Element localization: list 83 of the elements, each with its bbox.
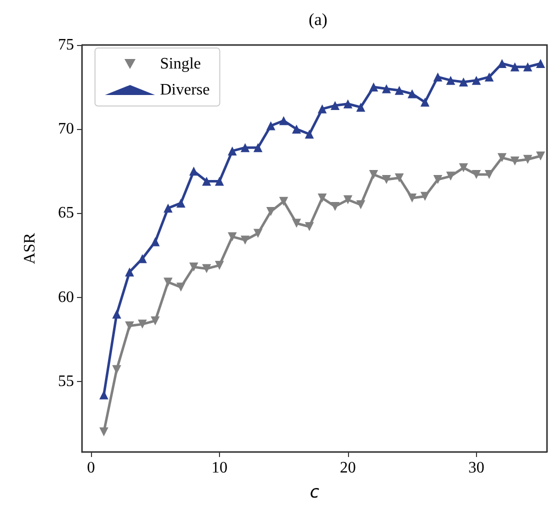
- point: [266, 207, 276, 216]
- point: [176, 282, 186, 292]
- point: [330, 202, 340, 211]
- point: [446, 172, 456, 181]
- point: [498, 153, 507, 162]
- point: [279, 196, 288, 206]
- point: [164, 204, 173, 213]
- x-tick-label: 0: [86, 460, 95, 476]
- point: [459, 78, 468, 86]
- point: [343, 99, 352, 108]
- point: [420, 98, 430, 107]
- point: [240, 236, 250, 245]
- point: [318, 194, 327, 203]
- point: [408, 89, 417, 98]
- point: [343, 195, 352, 204]
- y-tick-label: 55: [58, 372, 74, 390]
- point: [112, 365, 122, 374]
- y-tick-label: 70: [58, 120, 74, 138]
- point: [472, 170, 481, 179]
- point: [420, 192, 430, 201]
- point: [356, 200, 366, 210]
- point: [472, 76, 481, 85]
- point: [279, 116, 288, 126]
- point: [150, 237, 160, 246]
- point: [228, 232, 237, 242]
- point: [510, 62, 520, 72]
- point: [318, 104, 327, 114]
- point: [304, 130, 314, 139]
- point: [369, 82, 378, 92]
- point: [189, 262, 198, 272]
- point: [266, 121, 276, 130]
- point: [202, 176, 212, 186]
- point: [202, 264, 212, 274]
- point: [523, 62, 532, 72]
- x-tick-label: 20: [340, 460, 356, 476]
- point: [523, 154, 532, 164]
- point: [369, 170, 378, 179]
- point: [138, 320, 147, 329]
- point: [176, 198, 186, 208]
- legend-label: Single: [160, 56, 201, 72]
- point: [382, 84, 391, 94]
- point: [304, 222, 314, 232]
- point: [330, 101, 340, 110]
- point: [253, 228, 262, 238]
- legend-label: Diverse: [160, 82, 210, 98]
- point: [408, 194, 417, 203]
- point: [125, 268, 134, 277]
- y-axis-title: ASR: [22, 232, 38, 264]
- x-tick-label: 10: [211, 460, 228, 476]
- point: [125, 321, 134, 330]
- x-tick-label: 30: [468, 460, 484, 476]
- chart-title: (a): [308, 10, 328, 29]
- point: [214, 176, 224, 186]
- point: [253, 143, 262, 152]
- point: [510, 156, 520, 166]
- point: [214, 260, 224, 270]
- y-tick-label: 75: [58, 36, 74, 54]
- point: [433, 175, 442, 184]
- point: [112, 310, 122, 319]
- point: [240, 143, 250, 152]
- point: [150, 316, 160, 326]
- point: [189, 166, 198, 176]
- point: [536, 59, 546, 68]
- point: [433, 72, 442, 82]
- point: [459, 163, 468, 172]
- point: [394, 86, 404, 95]
- point: [446, 76, 456, 85]
- point: [228, 146, 237, 156]
- point: [382, 175, 391, 184]
- y-tick-label: 60: [58, 288, 74, 306]
- y-tick-label: 65: [58, 204, 74, 222]
- point: [484, 170, 494, 179]
- point: [536, 152, 546, 160]
- point: [99, 427, 108, 436]
- point: [484, 72, 494, 82]
- point: [292, 124, 302, 134]
- point: [394, 173, 404, 182]
- point: [292, 218, 302, 228]
- point: [99, 390, 108, 400]
- x-axis-title: c: [310, 482, 320, 502]
- point: [356, 102, 366, 112]
- point: [164, 278, 173, 287]
- point: [498, 59, 507, 68]
